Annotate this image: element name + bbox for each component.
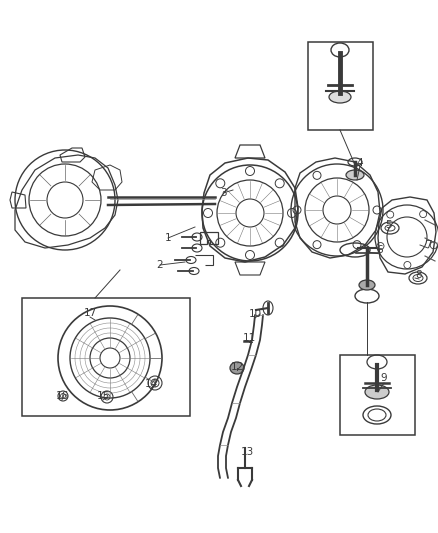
Ellipse shape (365, 385, 389, 399)
Text: 2: 2 (157, 260, 163, 270)
Text: 6: 6 (377, 245, 383, 255)
Text: 4: 4 (357, 158, 363, 168)
Ellipse shape (329, 91, 351, 103)
Bar (22, 298, 190, 416)
Ellipse shape (230, 362, 244, 374)
Ellipse shape (346, 170, 364, 180)
Text: 15: 15 (96, 391, 110, 401)
Ellipse shape (359, 280, 375, 290)
Text: 16: 16 (55, 391, 69, 401)
Text: 7: 7 (425, 240, 431, 250)
Text: 5: 5 (385, 220, 391, 230)
Text: 13: 13 (240, 447, 254, 457)
Bar (340, 355, 415, 435)
Bar (308, 42, 373, 130)
Text: 9: 9 (381, 373, 387, 383)
Text: 11: 11 (242, 333, 256, 343)
Text: 1: 1 (165, 233, 171, 243)
Text: 14: 14 (145, 379, 158, 389)
Text: 12: 12 (230, 362, 244, 372)
Text: 10: 10 (248, 309, 261, 319)
Text: 8: 8 (416, 270, 422, 280)
Text: 3: 3 (220, 188, 226, 198)
Text: 17: 17 (83, 308, 97, 318)
